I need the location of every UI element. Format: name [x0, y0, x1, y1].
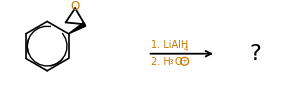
Text: 2. H: 2. H — [151, 57, 171, 67]
Text: 1. LiAlH: 1. LiAlH — [151, 40, 189, 50]
Text: O: O — [174, 57, 182, 67]
Text: ?: ? — [250, 44, 261, 64]
Text: O: O — [70, 0, 80, 13]
Text: +: + — [182, 58, 188, 64]
Polygon shape — [68, 22, 86, 34]
Text: 3: 3 — [168, 59, 173, 65]
Text: 4: 4 — [184, 46, 188, 52]
